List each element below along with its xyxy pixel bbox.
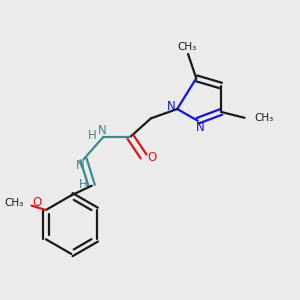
- Text: O: O: [147, 151, 156, 164]
- Text: CH₃: CH₃: [4, 198, 23, 208]
- Text: CH₃: CH₃: [255, 113, 274, 123]
- Text: N: N: [76, 159, 84, 172]
- Text: N: N: [196, 121, 205, 134]
- Text: CH₃: CH₃: [178, 42, 197, 52]
- Text: H: H: [88, 129, 97, 142]
- Text: N: N: [98, 124, 106, 137]
- Text: O: O: [32, 196, 41, 209]
- Text: H: H: [79, 178, 87, 191]
- Text: N: N: [167, 100, 175, 112]
